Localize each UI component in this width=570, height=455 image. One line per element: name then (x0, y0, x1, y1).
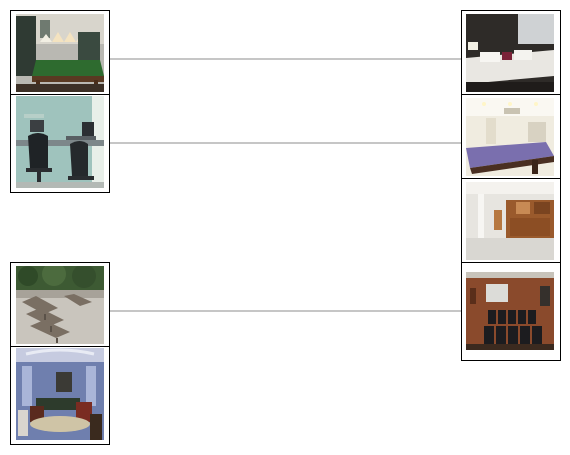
bedroom-icon (466, 14, 554, 92)
patio-lounge-chairs-icon (16, 266, 104, 344)
left-card-office-room[interactable] (10, 94, 110, 193)
left-column (10, 10, 110, 445)
right-card-pool-table-room[interactable] (461, 94, 561, 183)
home-theater-icon (466, 272, 554, 350)
living-room-icon (16, 348, 104, 440)
pool-table-room-icon (466, 98, 554, 176)
right-card-home-theater[interactable] (461, 262, 561, 361)
right-column (461, 10, 561, 361)
connectors (110, 58, 462, 312)
left-card-living-room[interactable] (10, 346, 110, 445)
right-card-bedroom[interactable] (461, 10, 561, 99)
billiard-room-icon (16, 14, 104, 92)
left-card-patio[interactable] (10, 262, 110, 351)
left-card-billiard-room[interactable] (10, 10, 110, 99)
right-card-basement-bar[interactable] (461, 178, 561, 267)
office-room-icon (16, 96, 104, 188)
basement-bar-icon (466, 182, 554, 260)
